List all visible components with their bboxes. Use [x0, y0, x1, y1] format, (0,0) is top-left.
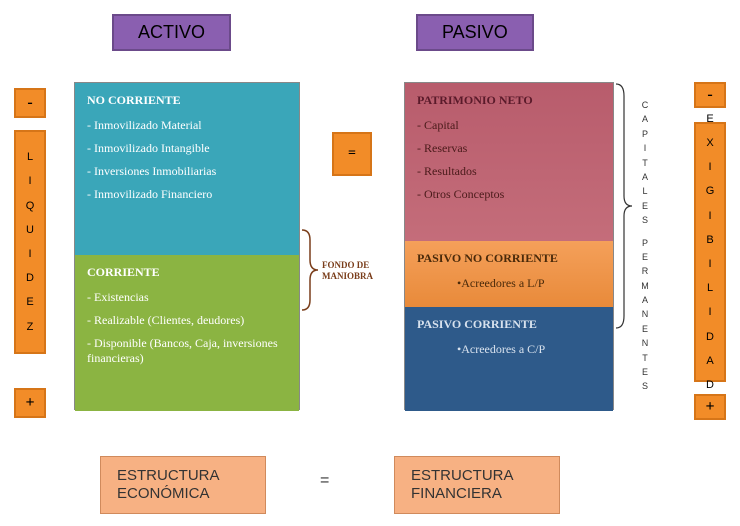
- pasivo-corriente: PASIVO CORRIENTE •Acreedores a C/P: [405, 307, 613, 411]
- pc-item: •Acreedores a C/P: [417, 342, 601, 357]
- header-activo: ACTIVO: [112, 14, 231, 51]
- pn-item: - Otros Conceptos: [417, 187, 601, 202]
- patrimonio-neto: PATRIMONIO NETO - Capital - Reservas - R…: [405, 83, 613, 241]
- capitales-label: CAPITALESPERMANENTES: [638, 98, 652, 394]
- left-minus: -: [14, 88, 46, 118]
- pasivo-no-corriente: PASIVO NO CORRIENTE •Acreedores a L/P: [405, 241, 613, 307]
- c-item: - Existencias: [87, 290, 287, 305]
- eco-l1: ESTRUCTURA: [117, 467, 220, 484]
- exigibilidad-label: EXIGIBILIDAD: [694, 122, 726, 382]
- activo-corriente: CORRIENTE - Existencias - Realizable (Cl…: [75, 255, 299, 411]
- liquidez-label: LIQUIDEZ: [14, 130, 46, 354]
- right-plus: +: [694, 394, 726, 420]
- c-title: CORRIENTE: [87, 265, 287, 280]
- pn-item: - Reservas: [417, 141, 601, 156]
- liquidez-text: LIQUIDEZ: [26, 145, 35, 339]
- pn-item: - Capital: [417, 118, 601, 133]
- activo-column: NO CORRIENTE - Inmovilizado Material - I…: [74, 82, 300, 410]
- nc-title: NO CORRIENTE: [87, 93, 287, 108]
- nc-item: - Inversiones Inmobiliarias: [87, 164, 287, 179]
- fin-l1: ESTRUCTURA: [411, 467, 514, 484]
- nc-item: - Inmovilizado Financiero: [87, 187, 287, 202]
- pnc-title: PASIVO NO CORRIENTE: [417, 251, 601, 266]
- nc-item: - Inmovilizado Material: [87, 118, 287, 133]
- pc-title: PASIVO CORRIENTE: [417, 317, 601, 332]
- fin-l2: FINANCIERA: [411, 485, 502, 502]
- pasivo-column: PATRIMONIO NETO - Capital - Reservas - R…: [404, 82, 614, 410]
- c-item: - Realizable (Clientes, deudores): [87, 313, 287, 328]
- brace-fondo: [300, 228, 322, 312]
- fondo-text: FONDO DE MANIOBRA: [322, 260, 373, 281]
- pn-title: PATRIMONIO NETO: [417, 93, 601, 108]
- brace-capitales: [614, 82, 636, 330]
- bottom-equals: =: [320, 472, 329, 490]
- center-equals: =: [332, 132, 372, 176]
- activo-no-corriente: NO CORRIENTE - Inmovilizado Material - I…: [75, 83, 299, 255]
- nc-item: - Inmovilizado Intangible: [87, 141, 287, 156]
- estructura-economica: ESTRUCTURA ECONÓMICA: [100, 456, 266, 514]
- pnc-item: •Acreedores a L/P: [417, 276, 601, 291]
- estructura-financiera: ESTRUCTURA FINANCIERA: [394, 456, 560, 514]
- pn-item: - Resultados: [417, 164, 601, 179]
- right-minus: -: [694, 82, 726, 108]
- eco-l2: ECONÓMICA: [117, 485, 210, 502]
- c-item: - Disponible (Bancos, Caja, inversiones …: [87, 336, 287, 366]
- header-pasivo: PASIVO: [416, 14, 534, 51]
- fondo-label: FONDO DE MANIOBRA: [322, 260, 382, 282]
- left-plus: +: [14, 388, 46, 418]
- exigibilidad-text: EXIGIBILIDAD: [706, 107, 715, 397]
